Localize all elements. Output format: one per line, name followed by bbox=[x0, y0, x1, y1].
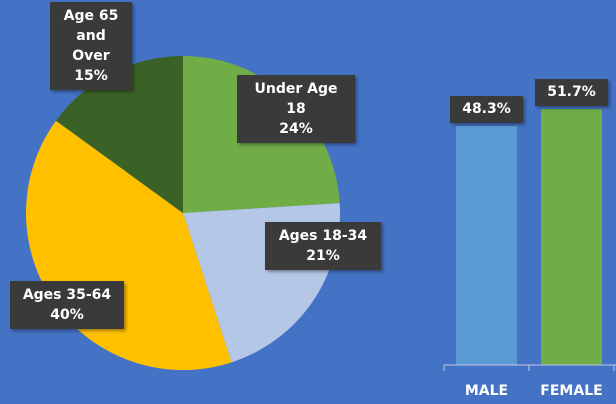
x-tick-label: FEMALE bbox=[537, 383, 607, 399]
slice-value: 21% bbox=[306, 248, 340, 264]
bar-value-label: 48.3% bbox=[450, 95, 523, 123]
bar-value: 48.3% bbox=[462, 100, 511, 117]
slice-label: Under Age 18 24% bbox=[237, 75, 355, 143]
slice-value: 24% bbox=[279, 121, 313, 137]
bar-value-label: 51.7% bbox=[535, 79, 608, 107]
slice-label: Ages 18-34 21% bbox=[265, 222, 381, 270]
slice-label: Ages 35-64 40% bbox=[10, 281, 124, 329]
slice-category: Age 65 and Over bbox=[63, 8, 119, 64]
x-tick-label: MALE bbox=[452, 383, 522, 399]
category: MALE bbox=[464, 383, 509, 399]
pie-slice bbox=[55, 56, 184, 213]
bar bbox=[456, 125, 517, 365]
slice-category: Ages 18-34 bbox=[278, 228, 368, 244]
bar-value: 51.7% bbox=[547, 84, 596, 101]
slice-category: Under Age 18 bbox=[254, 81, 338, 117]
slice-value: 15% bbox=[74, 68, 108, 84]
bar bbox=[541, 109, 602, 366]
slice-value: 40% bbox=[50, 307, 84, 323]
slice-category: Ages 35-64 bbox=[22, 287, 112, 303]
slice-label: Age 65 and Over 15% bbox=[50, 2, 132, 90]
category: FEMALE bbox=[540, 383, 603, 399]
